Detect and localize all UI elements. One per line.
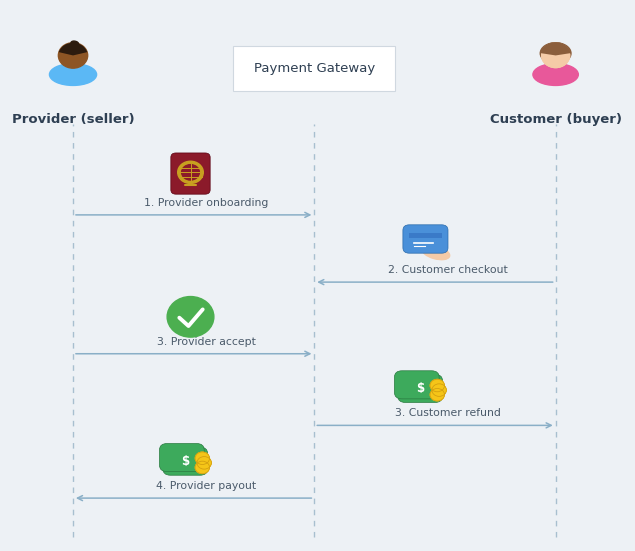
Wedge shape bbox=[540, 42, 571, 56]
Text: 2. Customer checkout: 2. Customer checkout bbox=[388, 265, 507, 275]
Ellipse shape bbox=[50, 63, 97, 85]
Text: $: $ bbox=[416, 382, 424, 395]
FancyBboxPatch shape bbox=[234, 46, 395, 91]
Ellipse shape bbox=[422, 246, 450, 260]
Circle shape bbox=[167, 296, 214, 337]
Ellipse shape bbox=[540, 43, 571, 64]
Ellipse shape bbox=[71, 41, 79, 46]
FancyBboxPatch shape bbox=[159, 444, 204, 472]
FancyBboxPatch shape bbox=[398, 375, 443, 402]
Circle shape bbox=[542, 44, 570, 68]
Circle shape bbox=[430, 388, 444, 401]
Circle shape bbox=[178, 161, 203, 183]
Circle shape bbox=[195, 452, 210, 464]
Text: Provider (seller): Provider (seller) bbox=[11, 113, 135, 126]
Circle shape bbox=[182, 165, 199, 180]
Circle shape bbox=[432, 384, 446, 396]
Text: 4. Provider payout: 4. Provider payout bbox=[156, 481, 257, 491]
FancyBboxPatch shape bbox=[410, 233, 442, 238]
Text: $: $ bbox=[181, 455, 189, 468]
Ellipse shape bbox=[533, 63, 578, 85]
Circle shape bbox=[542, 44, 570, 68]
FancyBboxPatch shape bbox=[394, 371, 439, 399]
FancyBboxPatch shape bbox=[171, 153, 210, 194]
Circle shape bbox=[195, 461, 210, 474]
FancyBboxPatch shape bbox=[163, 447, 208, 475]
Circle shape bbox=[58, 43, 88, 68]
Text: 3. Customer refund: 3. Customer refund bbox=[395, 408, 500, 418]
Circle shape bbox=[430, 379, 444, 392]
Text: Customer (buyer): Customer (buyer) bbox=[490, 113, 622, 126]
Text: 3. Provider accept: 3. Provider accept bbox=[157, 337, 256, 347]
Text: Payment Gateway: Payment Gateway bbox=[254, 62, 375, 75]
Wedge shape bbox=[59, 43, 87, 56]
Text: 1. Provider onboarding: 1. Provider onboarding bbox=[144, 198, 269, 208]
Circle shape bbox=[197, 457, 211, 469]
FancyBboxPatch shape bbox=[403, 225, 448, 253]
